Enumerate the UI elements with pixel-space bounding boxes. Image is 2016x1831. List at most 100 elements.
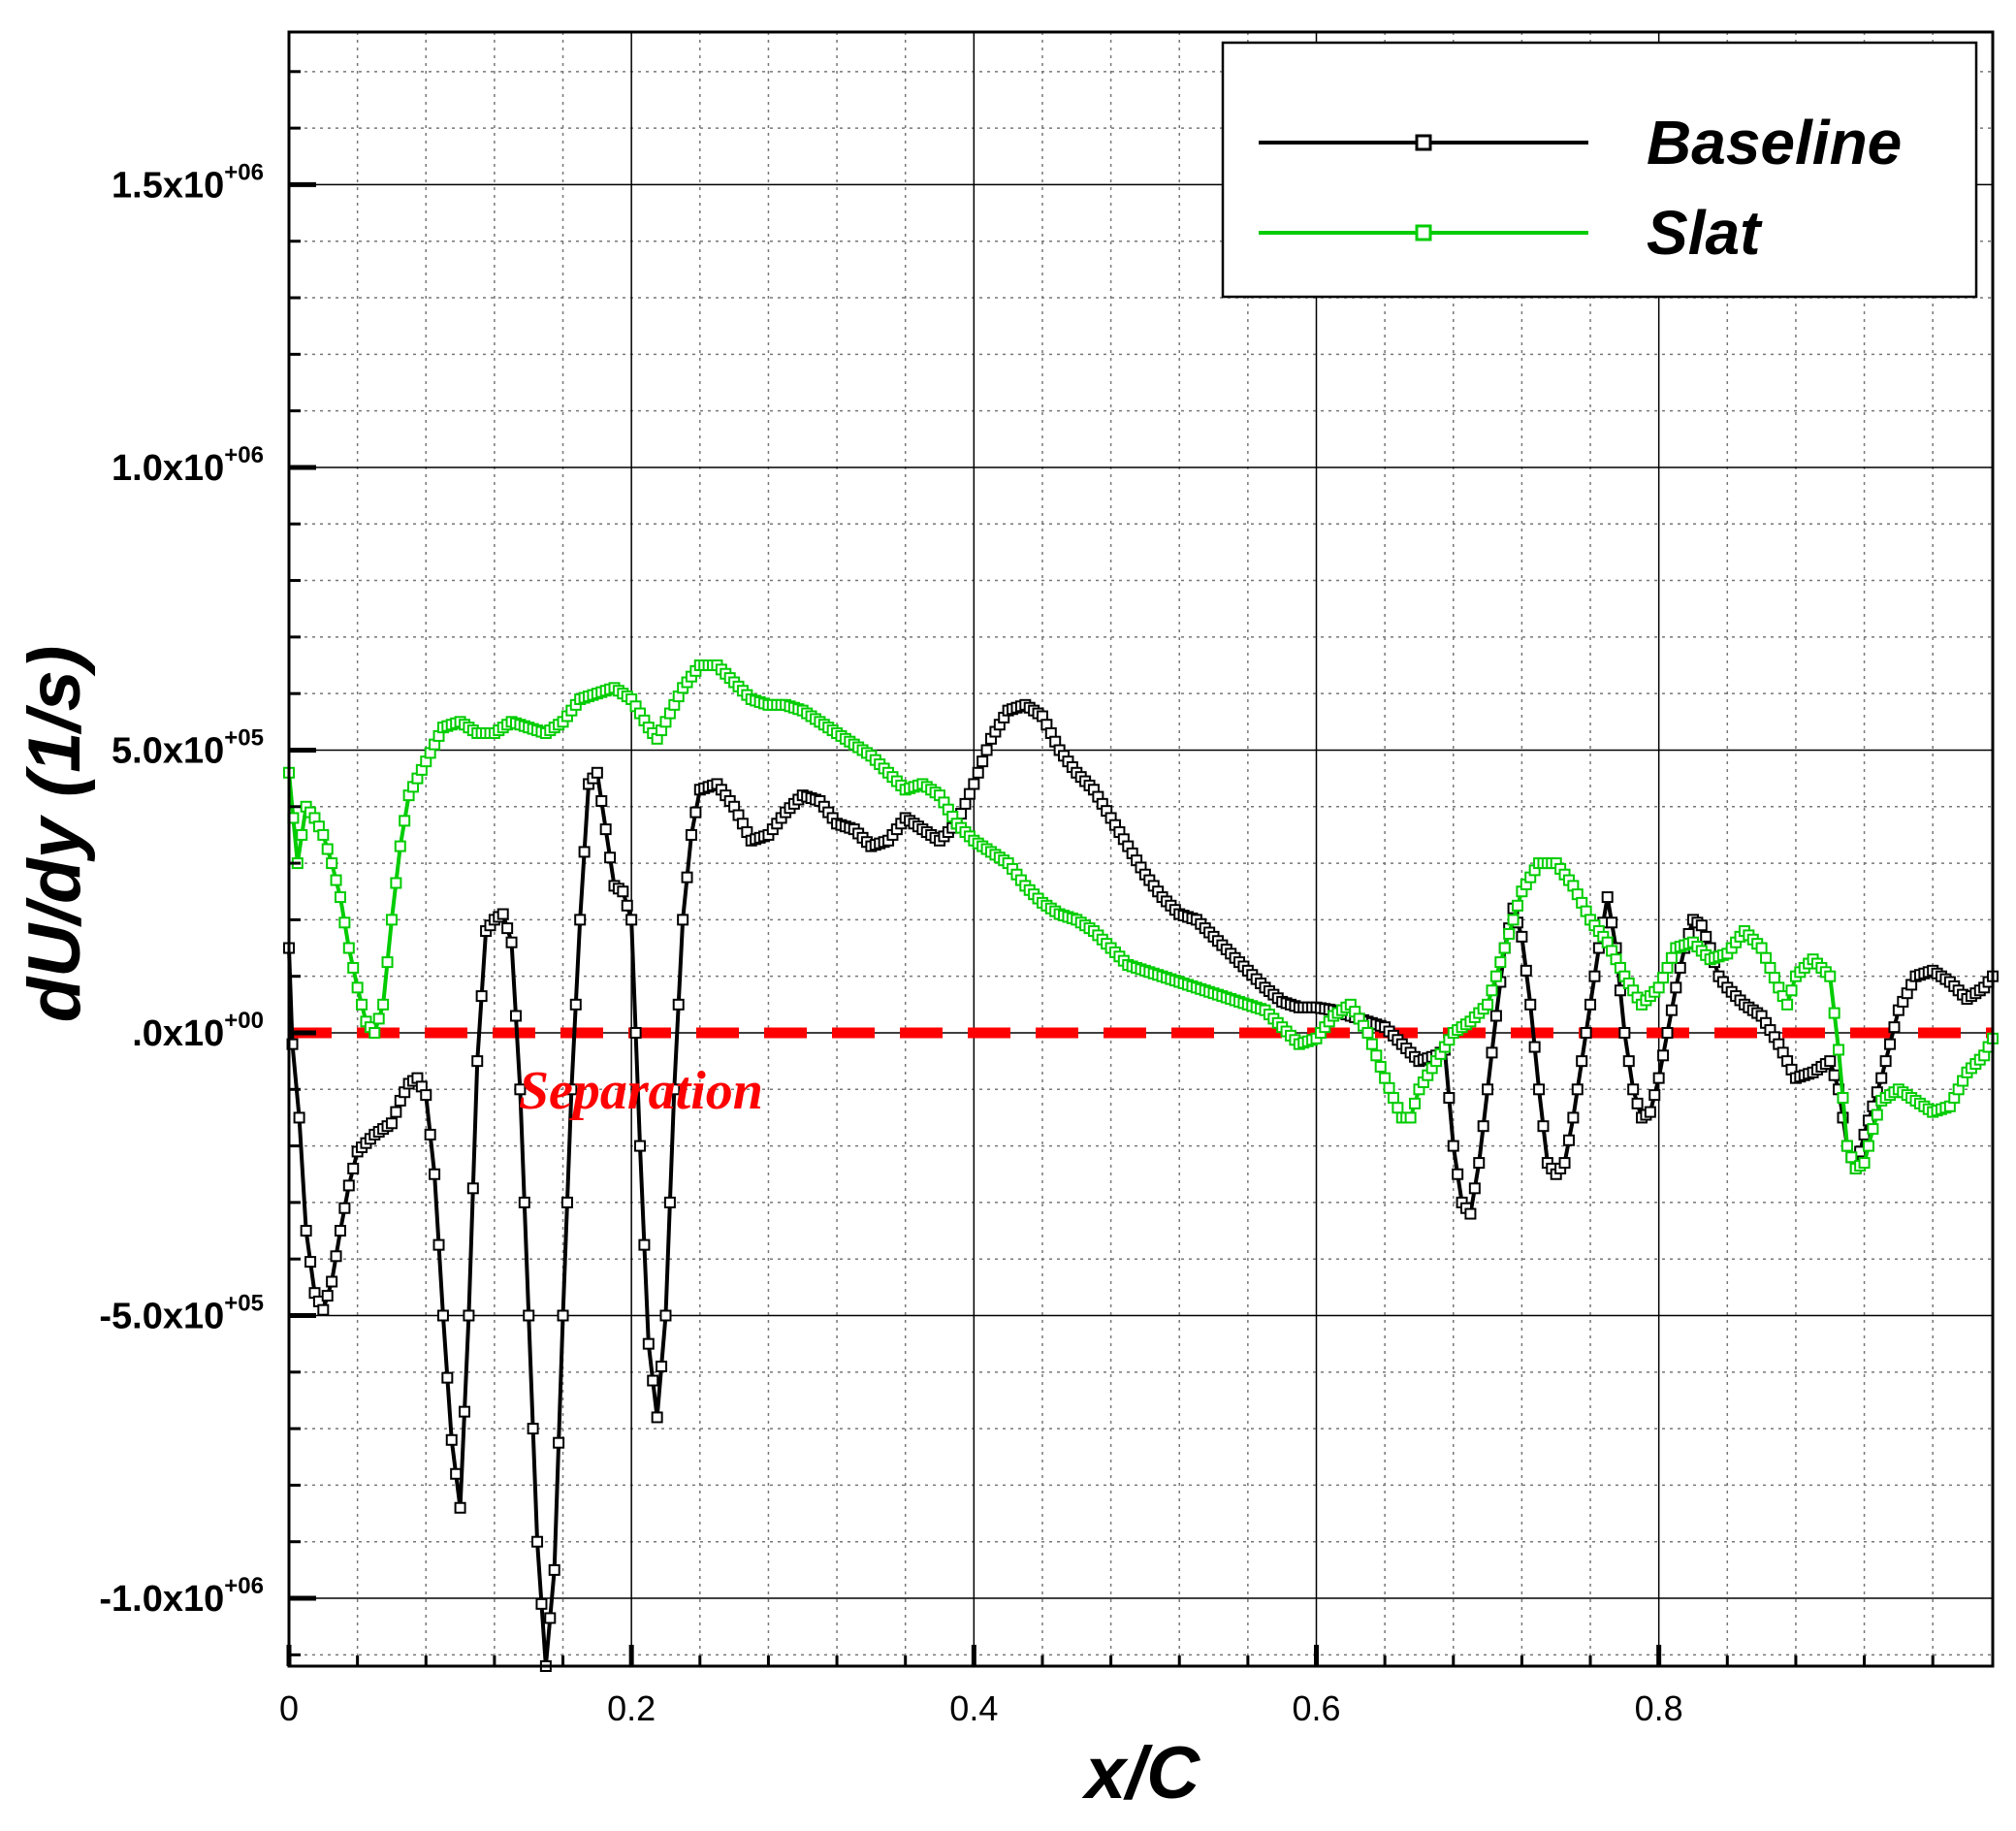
data-marker	[429, 1168, 441, 1180]
data-marker	[656, 1360, 668, 1372]
data-marker	[1473, 1157, 1486, 1170]
data-marker	[1622, 1055, 1635, 1068]
data-marker	[1858, 1157, 1871, 1170]
data-marker	[1833, 1044, 1845, 1056]
data-marker	[544, 1612, 557, 1624]
series-slat	[283, 659, 1999, 1174]
data-marker	[296, 828, 308, 841]
data-marker	[1447, 1140, 1459, 1152]
data-marker	[1528, 1041, 1541, 1053]
data-marker	[1494, 956, 1507, 969]
data-marker	[1601, 891, 1614, 904]
data-marker	[604, 851, 617, 864]
data-marker	[523, 1309, 535, 1322]
legend-label-baseline: Baseline	[1647, 108, 1902, 177]
data-marker	[1571, 1083, 1584, 1096]
data-marker	[334, 891, 346, 904]
data-marker	[668, 1083, 681, 1096]
data-marker	[1644, 1106, 1656, 1118]
data-marker	[334, 1225, 346, 1237]
data-marker	[1443, 1092, 1456, 1105]
data-marker	[1361, 1026, 1374, 1039]
data-marker	[1674, 961, 1686, 974]
data-marker	[321, 1290, 334, 1302]
data-marker	[689, 806, 702, 819]
axis-ticks	[286, 70, 1935, 1666]
data-marker	[304, 1256, 317, 1269]
data-marker	[625, 914, 638, 926]
data-marker	[330, 1250, 342, 1263]
data-marker	[1387, 1092, 1399, 1105]
data-marker	[638, 1238, 651, 1251]
data-marker	[1657, 1049, 1670, 1062]
data-marker	[338, 916, 351, 929]
data-marker	[663, 1196, 676, 1208]
data-marker	[553, 1436, 565, 1449]
data-marker	[463, 1309, 475, 1322]
data-marker	[1533, 1083, 1546, 1096]
data-marker	[1482, 998, 1494, 1011]
data-marker	[496, 908, 509, 920]
data-marker	[1657, 972, 1670, 984]
data-marker	[505, 936, 518, 948]
data-marker	[1879, 1055, 1892, 1068]
data-marker	[1764, 961, 1776, 974]
data-marker	[1614, 984, 1626, 997]
data-marker	[399, 815, 411, 827]
data-marker	[647, 1374, 659, 1387]
data-marker	[1409, 1097, 1422, 1109]
data-marker	[1584, 998, 1597, 1011]
legend-marker-baseline	[1415, 134, 1432, 151]
data-marker	[565, 1083, 578, 1096]
data-marker	[980, 744, 993, 756]
legend-box	[1221, 41, 1978, 299]
data-marker	[293, 1111, 305, 1124]
data-marker	[1875, 1072, 1888, 1084]
data-marker	[685, 828, 697, 841]
data-marker	[326, 1275, 338, 1288]
data-marker	[1404, 1111, 1417, 1124]
data-marker	[501, 922, 514, 935]
data-marker	[599, 823, 612, 836]
data-marker	[1452, 1168, 1464, 1180]
data-marker	[458, 1405, 470, 1418]
data-marker	[1383, 1081, 1395, 1094]
x-axis-title: x/C	[1081, 1732, 1200, 1815]
x-tick-label: 0.4	[949, 1688, 998, 1728]
data-marker	[968, 778, 980, 790]
data-marker	[342, 942, 355, 954]
data-marker	[659, 1309, 672, 1322]
data-marker	[574, 914, 587, 926]
data-marker	[1828, 1069, 1840, 1081]
data-marker	[1537, 1120, 1550, 1133]
data-marker	[681, 871, 693, 883]
data-marker	[432, 1238, 445, 1251]
data-marker	[1665, 1004, 1678, 1016]
data-marker	[372, 1012, 385, 1025]
y-axis-title: dU/dy (1/s)	[14, 646, 96, 1023]
data-marker	[351, 981, 364, 994]
separation-annotation: Separation	[519, 1061, 763, 1121]
data-marker	[330, 874, 342, 886]
data-marker	[1486, 984, 1498, 997]
data-marker	[963, 787, 976, 800]
data-marker	[1652, 981, 1665, 994]
data-marker	[1618, 1026, 1631, 1039]
data-marker	[527, 1423, 539, 1435]
data-marker	[1840, 1140, 1853, 1152]
data-marker	[321, 843, 334, 855]
data-marker	[390, 1106, 402, 1118]
data-marker	[1489, 970, 1502, 982]
data-marker	[1665, 951, 1678, 964]
data-marker	[381, 956, 394, 969]
data-marker	[535, 1597, 548, 1610]
data-marker	[518, 1196, 530, 1208]
data-marker	[548, 1563, 560, 1576]
data-marker	[1837, 1092, 1849, 1105]
data-marker	[557, 1309, 569, 1322]
data-marker	[1627, 1083, 1640, 1096]
data-marker	[377, 998, 390, 1011]
data-marker	[445, 1433, 458, 1446]
data-marker	[1781, 998, 1794, 1011]
data-marker	[385, 1117, 398, 1130]
